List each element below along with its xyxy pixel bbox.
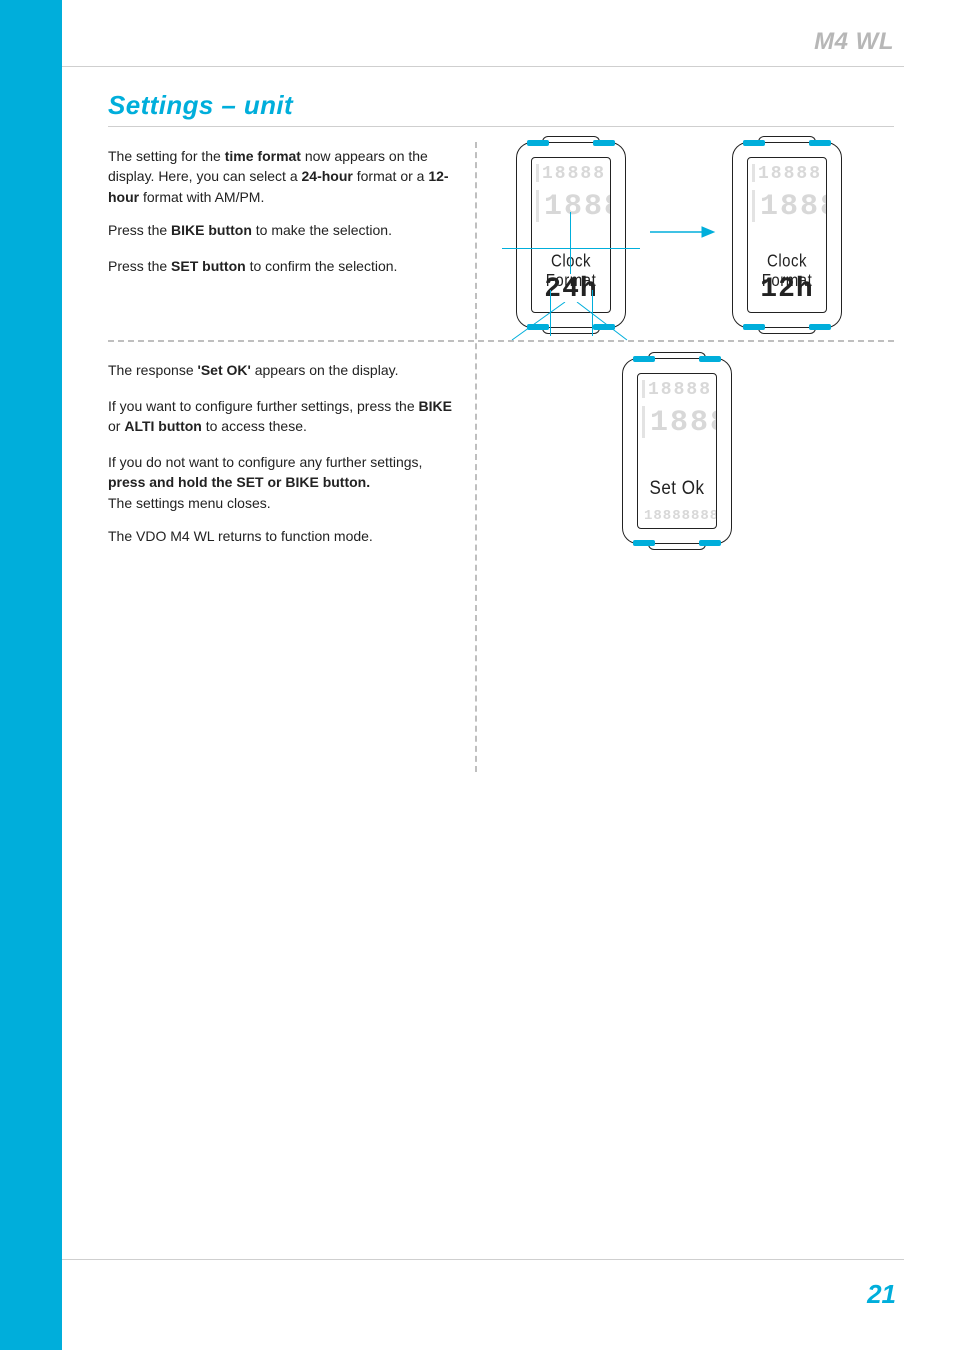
top-horizontal-rule — [62, 66, 904, 67]
text: If you want to configure further setting… — [108, 398, 419, 414]
text: Press the — [108, 258, 171, 274]
device-button-tl — [527, 140, 549, 146]
callout-diagonal — [510, 302, 570, 342]
device-button-tl — [743, 140, 765, 146]
ghost-icon — [536, 164, 539, 182]
text: The VDO M4 WL returns to function mode. — [108, 528, 373, 544]
text: If you do not want to configure any furt… — [108, 454, 422, 470]
callout-diagonal — [572, 302, 632, 342]
callout-line — [570, 212, 571, 274]
text: The setting for the — [108, 148, 225, 164]
text: format or a — [353, 168, 428, 184]
bold-text: ALTI button — [124, 418, 202, 434]
bold-text: 'Set OK' — [198, 362, 251, 378]
ghost-icon — [642, 380, 645, 398]
ghost-digits-row2: 1888 — [650, 406, 717, 440]
bold-text: time format — [225, 148, 301, 164]
text: to access these. — [202, 418, 307, 434]
bold-text: BIKE — [419, 398, 452, 414]
ghost-digits-row1: 18888 — [758, 164, 822, 184]
page-number: 21 — [867, 1279, 896, 1310]
left-color-band — [0, 0, 62, 1350]
ghost-digits-row3: 18888888 — [644, 508, 717, 524]
text: to make the selection. — [252, 222, 392, 238]
device-clock-24h: 18888 1888 Clock Format 24h — [510, 142, 632, 328]
text: The settings menu closes. — [108, 495, 271, 511]
device-value: 24h — [532, 274, 610, 305]
vertical-divider — [475, 142, 477, 772]
bottom-horizontal-rule — [62, 1259, 904, 1260]
callout-line — [502, 248, 640, 249]
arrow-right-icon — [648, 222, 716, 242]
ghost-icon — [752, 190, 755, 222]
text: Press the — [108, 222, 171, 238]
device-clock-12h: 18888 1888 Clock Format 12h — [726, 142, 848, 328]
paragraph-time-format: The setting for the time format now appe… — [108, 146, 460, 207]
ghost-digits-row2: 1888 — [760, 190, 827, 224]
section-title: Settings – unit — [108, 90, 293, 121]
paragraph-press-hold: If you do not want to configure any furt… — [108, 452, 460, 513]
paragraph-set-ok: The response 'Set OK' appears on the dis… — [108, 360, 460, 380]
paragraph-return: The VDO M4 WL returns to function mode. — [108, 526, 460, 546]
ghost-icon — [536, 190, 539, 222]
device-body: 18888 1888 Clock Format 12h — [732, 142, 842, 328]
bold-text: SET button — [171, 258, 246, 274]
horizontal-divider — [108, 340, 894, 342]
paragraph-set-button: Press the SET button to confirm the sele… — [108, 256, 460, 276]
device-bottom-tab — [648, 544, 706, 550]
ghost-icon — [752, 164, 755, 182]
device-button-br — [699, 540, 721, 546]
device-set-ok: 18888 1888 Set Ok 18888888 — [616, 358, 738, 544]
device-body: 18888 1888 Set Ok 18888888 — [622, 358, 732, 544]
paragraph-further-settings: If you want to configure further setting… — [108, 396, 460, 437]
ghost-digits-row2: 1888 — [544, 190, 611, 224]
device-screen: 18888 1888 Set Ok 18888888 — [637, 373, 717, 529]
text: to confirm the selection. — [246, 258, 398, 274]
device-button-tl — [633, 356, 655, 362]
device-label: Set Ok — [638, 477, 716, 500]
device-button-tr — [699, 356, 721, 362]
bold-text: 24-hour — [302, 168, 353, 184]
device-screen: 18888 1888 Clock Format 24h — [531, 157, 611, 313]
text: appears on the display. — [251, 362, 399, 378]
device-button-bl — [633, 540, 655, 546]
ghost-digits-row1: 18888 — [648, 380, 712, 400]
device-button-bl — [743, 324, 765, 330]
manual-page: M4 WL Settings – unit The setting for th… — [0, 0, 954, 1350]
header-model-label: M4 WL — [814, 28, 894, 56]
device-button-br — [809, 324, 831, 330]
text: The response — [108, 362, 198, 378]
ghost-icon — [642, 406, 645, 438]
device-bottom-tab — [758, 328, 816, 334]
device-button-tr — [809, 140, 831, 146]
device-body: 18888 1888 Clock Format 24h — [516, 142, 626, 328]
title-underline-rule — [108, 126, 894, 127]
text: format with AM/PM. — [139, 189, 264, 205]
bold-text: press and hold the SET or BIKE button. — [108, 474, 370, 490]
paragraph-bike-button: Press the BIKE button to make the select… — [108, 220, 460, 240]
ghost-digits-row1: 18888 — [542, 164, 606, 184]
bold-text: BIKE button — [171, 222, 252, 238]
device-button-tr — [593, 140, 615, 146]
device-value: 12h — [748, 274, 826, 305]
text: or — [108, 418, 124, 434]
device-screen: 18888 1888 Clock Format 12h — [747, 157, 827, 313]
